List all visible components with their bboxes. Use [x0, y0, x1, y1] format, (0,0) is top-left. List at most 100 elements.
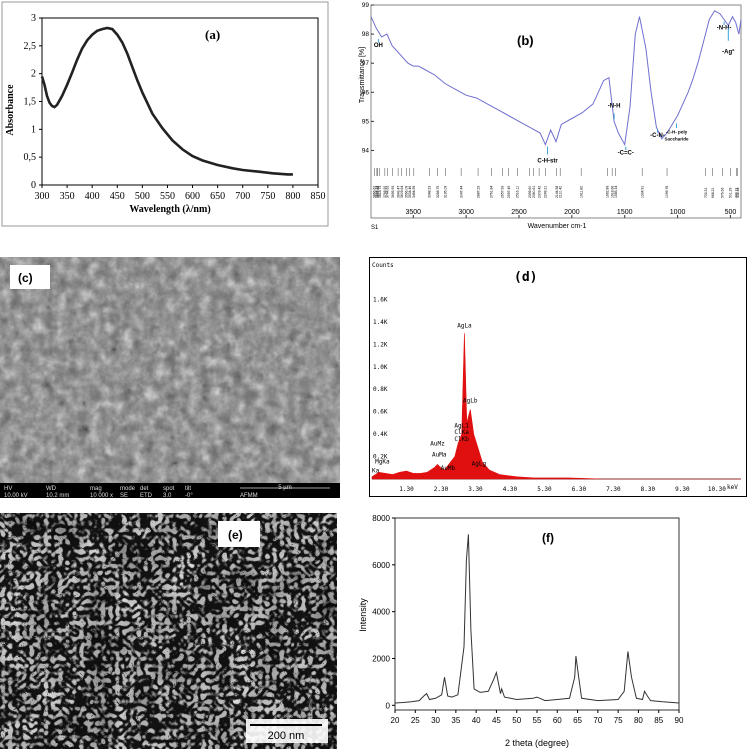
eds-peak-label: O Ka [369, 467, 380, 474]
tem-micrograph: (e) 200 nm [0, 513, 337, 749]
eds-x-tick-label: 9.30 [675, 486, 690, 493]
xrd-plot-frame [394, 517, 680, 711]
eds-spectrum-series [371, 333, 741, 480]
tem-scale-bar-box [246, 719, 328, 743]
uv-y-tick-label: 1,5 [24, 97, 37, 108]
eds-y-tick-label: 0.2K [373, 454, 388, 461]
uv-y-tick-label: 1 [31, 124, 36, 135]
eds-peak-label: AgLa [457, 323, 472, 330]
ftir-peak-label: 1585.34 [614, 186, 618, 198]
ftir-y-tick-label: 95 [362, 118, 370, 125]
panel-e-label: (e) [228, 528, 243, 542]
ftir-x-tick-label: 1000 [670, 209, 686, 216]
eds-peak-label: ClKa [454, 429, 469, 436]
ftir-annotation: -Ag° [722, 49, 735, 55]
xrd-x-tick-label: 80 [634, 716, 643, 725]
sem-info-value: AFMM [240, 493, 258, 498]
sem-info-bar [0, 483, 340, 498]
ftir-x-tick-label: 1500 [617, 209, 633, 216]
eds-peak-label: AuMz [430, 440, 445, 447]
sem-info-header: det [140, 486, 149, 492]
ftir-peak-label: 3047.44 [459, 186, 463, 198]
ftir-peak-label: 3866.62 [373, 186, 377, 198]
uv-x-tick-label: 500 [135, 191, 150, 202]
xrd-intensity-series [394, 534, 680, 704]
ftir-x-tick-label: 2500 [511, 209, 527, 216]
ftir-peak-label: 1618.66 [610, 186, 614, 198]
panel-b: (b) Wavenumber cm-1 Transmittance [%] S1… [357, 0, 747, 232]
uv-vis-chart: (a) Wavelength (λ/nm) Absorbance 300 350 4… [1, 1, 329, 227]
ftir-ylabel: Transmittance [%] [359, 47, 366, 103]
xrd-x-tick-label: 30 [431, 716, 440, 725]
ftir-peak-label: 2249.21 [544, 186, 548, 198]
sem-info-header: mag [90, 486, 102, 492]
ftir-annotation: Saccharide [665, 136, 690, 141]
ftir-peak-label: 3844.14 [375, 186, 379, 198]
ftir-annotation: -C=C- [618, 151, 634, 157]
uv-xlabel: Wavelength (λ/nm) [129, 204, 210, 215]
panel-a-label: (a) [205, 27, 220, 42]
tem-scale-label: 200 nm [268, 730, 305, 742]
ftir-peak-label: 2597.45 [507, 186, 511, 198]
ftir-y-tick-label: 94 [362, 147, 370, 154]
panel-c-label-box [10, 265, 50, 289]
sem-info-value: -0° [185, 493, 193, 498]
sem-info-value: 10.00 kV [4, 493, 28, 498]
ftir-annotation: -C-H- poly [666, 129, 688, 134]
xrd-x-tick-label: 90 [675, 716, 684, 725]
eds-y-tick-label: 0.8K [373, 386, 388, 393]
sem-info-value: 10 000 x [90, 493, 113, 498]
ftir-peak-label: 3494.99 [412, 186, 416, 198]
sem-info-header: mode [120, 486, 136, 492]
ftir-x-tick-label: 500 [725, 209, 737, 216]
xrd-chart: (f) 2 theta (degree) Intensity 20 25 30 35 4… [358, 514, 684, 748]
ftir-x-tick-label: 3500 [405, 209, 421, 216]
uv-x-tick-label: 600 [185, 191, 200, 202]
panel-d-label: (d) [514, 270, 537, 285]
uv-y-tick-label: 3 [31, 13, 36, 24]
ftir-peak-label: 1911.82 [579, 186, 583, 198]
panel-b-label: (b) [517, 33, 534, 48]
uv-x-tick-label: 550 [160, 191, 175, 202]
sem-info-header: HV [4, 486, 12, 492]
ftir-annotation: -N-H- [717, 26, 732, 32]
eds-peak-label: AgLb [463, 398, 478, 405]
uv-absorbance-series [40, 26, 293, 176]
xrd-x-tick-label: 20 [391, 716, 400, 725]
ftir-transmittance-series [370, 10, 742, 147]
ftir-peak-label: 733.51 [704, 188, 708, 198]
eds-y-tick-label: 1.6K [373, 296, 388, 303]
xrd-xlabel: 2 theta (degree) [505, 738, 569, 748]
panel-e: (e) 200 nm [0, 513, 337, 749]
ftir-plot-frame [370, 4, 742, 219]
ftir-y-tick-label: 99 [362, 2, 370, 9]
sem-info-value: SE [120, 493, 128, 498]
eds-ylabel: Counts [372, 262, 394, 269]
ftir-x-tick-label: 3000 [458, 209, 474, 216]
ftir-peak-label: 3643.47 [396, 186, 400, 198]
ftir-peak-label: 432.18 [736, 188, 740, 198]
xrd-y-tick-label: 8000 [372, 514, 390, 523]
ftir-peak-label: 3534.46 [408, 186, 412, 198]
eds-x-tick-label: 2.30 [434, 486, 449, 493]
uv-x-tick-label: 450 [110, 191, 125, 202]
ftir-chart: (b) Wavenumber cm-1 Transmittance [%] S1… [359, 2, 742, 231]
eds-y-tick-label: 1.2K [373, 341, 388, 348]
ftir-peak-label: 2309.42 [537, 186, 541, 198]
ftir-corner-label: S1 [371, 225, 379, 231]
eds-x-tick-label: 3.30 [468, 486, 483, 493]
ftir-peak-label: 3818.73 [378, 186, 382, 198]
sem-info-header: tilt [185, 486, 191, 492]
ftir-x-tick-label: 2000 [564, 209, 580, 216]
ftir-annotation: -C-N- [650, 133, 665, 139]
eds-y-tick-label: 1.0K [373, 364, 388, 371]
eds-y-tick-label: 0.6K [373, 409, 388, 416]
ftir-peak-label: 3609.64 [400, 186, 404, 198]
ftir-y-tick-label: 98 [362, 31, 370, 38]
xrd-ylabel: Intensity [358, 598, 368, 632]
uv-y-tick-label: 2 [31, 69, 36, 80]
panel-e-label-box [218, 521, 260, 547]
ftir-peak-label: 576.63 [721, 188, 725, 198]
ftir-peak-label: 2516.11 [516, 186, 520, 198]
ftir-peak-label: 1662.89 [606, 186, 610, 198]
